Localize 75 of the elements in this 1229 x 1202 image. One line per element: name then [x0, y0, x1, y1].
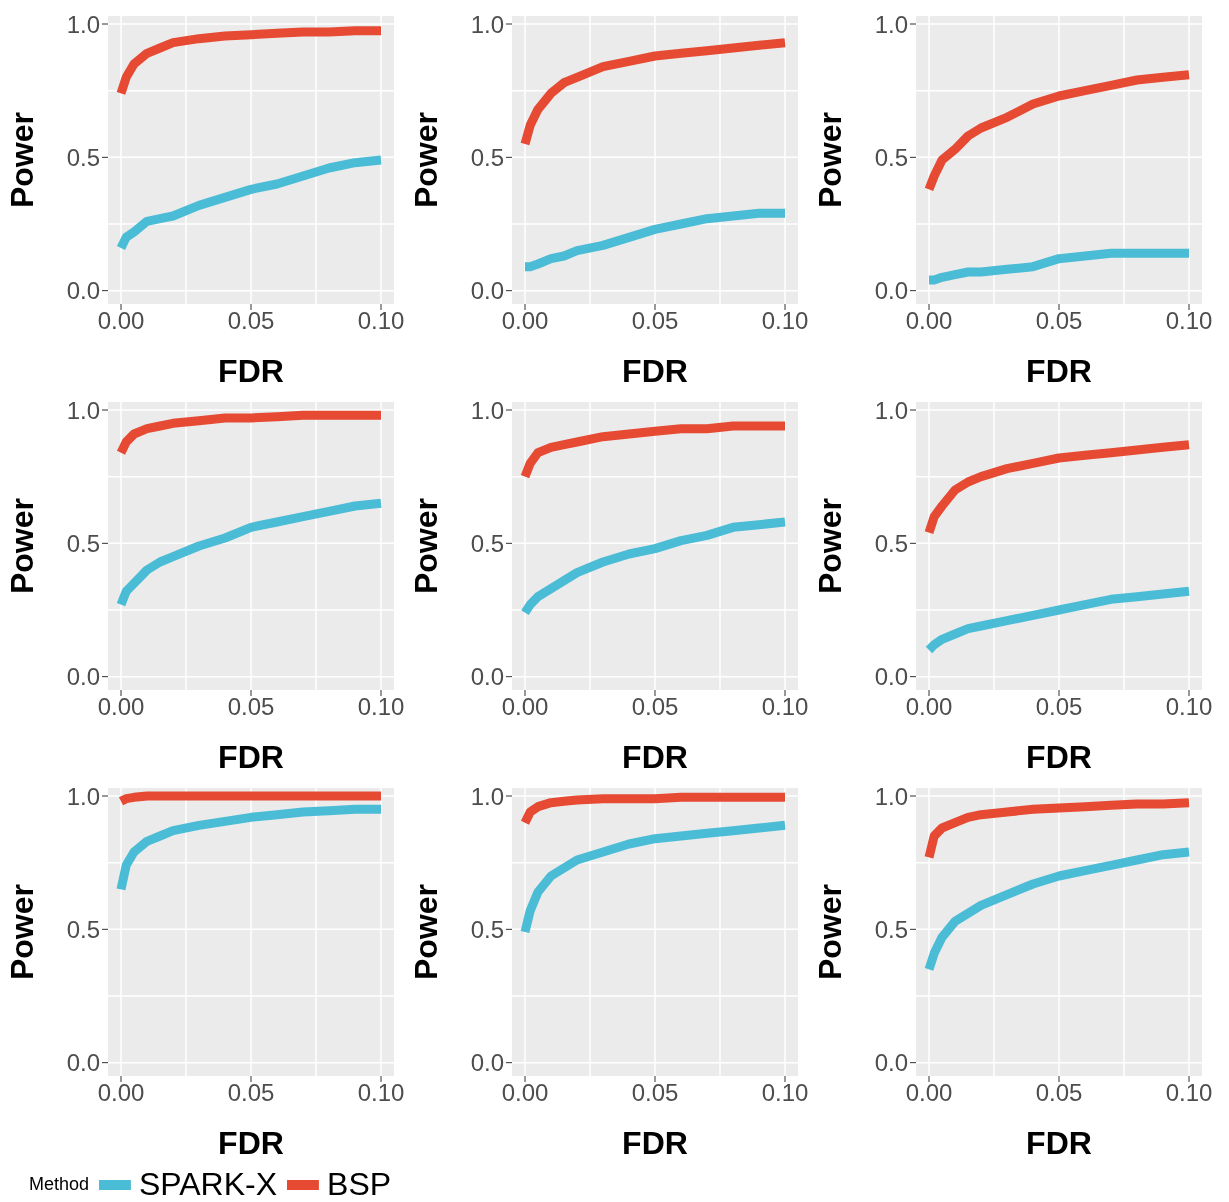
y-tick-label: 0.0	[470, 663, 504, 691]
x-tick-label: 0.05	[227, 1079, 275, 1107]
x-tick-label: 0.05	[1035, 307, 1083, 335]
y-axis-title: Power	[408, 883, 445, 981]
y-tick-label: 1.0	[66, 10, 100, 38]
x-tick-label: 0.10	[357, 693, 405, 721]
legend-label: SPARK-X	[138, 1166, 278, 1202]
y-tick-label: 0.5	[874, 529, 908, 557]
y-tick-label: 1.0	[470, 396, 504, 424]
x-tick-label: 0.00	[97, 693, 145, 721]
y-tick-label: 1.0	[874, 396, 908, 424]
x-tick-label: 0.00	[501, 1079, 549, 1107]
x-axis-title: FDR	[622, 739, 688, 775]
x-tick-label: 0.00	[501, 693, 549, 721]
legend-title: Method	[28, 1174, 89, 1195]
x-tick-label: 0.00	[905, 693, 953, 721]
y-tick-label: 0.0	[66, 1049, 100, 1077]
x-tick-label: 0.00	[905, 1079, 953, 1107]
x-tick-label: 0.05	[1035, 1079, 1083, 1107]
y-tick-label: 1.0	[470, 782, 504, 810]
y-tick-label: 0.5	[874, 143, 908, 171]
x-tick-label: 0.00	[97, 307, 145, 335]
y-tick-label: 1.0	[470, 10, 504, 38]
y-axis-title: Power	[812, 111, 849, 209]
x-tick-label: 0.00	[905, 307, 953, 335]
y-tick-label: 0.0	[66, 663, 100, 691]
x-tick-label: 0.05	[631, 307, 679, 335]
x-axis-title: FDR	[1026, 739, 1092, 775]
y-tick-label: 0.5	[66, 529, 100, 557]
x-axis-title: FDR	[622, 353, 688, 389]
x-tick-label: 0.05	[631, 693, 679, 721]
y-tick-label: 1.0	[874, 10, 908, 38]
x-axis-title: FDR	[622, 1125, 688, 1161]
y-tick-label: 0.5	[470, 529, 504, 557]
y-tick-label: 0.0	[470, 277, 504, 305]
x-tick-label: 0.10	[761, 693, 809, 721]
y-tick-label: 0.5	[66, 143, 100, 171]
x-axis-title: FDR	[1026, 353, 1092, 389]
y-axis-title: Power	[812, 497, 849, 595]
x-tick-label: 0.10	[761, 307, 809, 335]
x-tick-label: 0.05	[1035, 693, 1083, 721]
y-axis-title: Power	[4, 883, 41, 981]
y-axis-title: Power	[4, 497, 41, 595]
y-tick-label: 0.5	[470, 143, 504, 171]
y-tick-label: 1.0	[66, 396, 100, 424]
x-tick-label: 0.00	[501, 307, 549, 335]
y-axis-title: Power	[4, 111, 41, 209]
y-axis-title: Power	[812, 883, 849, 981]
x-axis-title: FDR	[218, 739, 284, 775]
y-tick-label: 0.0	[874, 277, 908, 305]
y-tick-label: 0.0	[874, 1049, 908, 1077]
y-tick-label: 1.0	[66, 782, 100, 810]
y-axis-title: Power	[408, 111, 445, 209]
x-tick-label: 0.05	[227, 693, 275, 721]
x-axis-title: FDR	[1026, 1125, 1092, 1161]
y-tick-label: 0.0	[874, 663, 908, 691]
y-tick-label: 1.0	[874, 782, 908, 810]
x-tick-label: 0.10	[1165, 307, 1213, 335]
y-tick-label: 0.0	[66, 277, 100, 305]
y-tick-label: 0.5	[470, 915, 504, 943]
x-tick-label: 0.10	[1165, 693, 1213, 721]
x-tick-label: 0.00	[97, 1079, 145, 1107]
x-tick-label: 0.10	[357, 307, 405, 335]
y-axis-title: Power	[408, 497, 445, 595]
y-tick-label: 0.5	[874, 915, 908, 943]
x-tick-label: 0.10	[357, 1079, 405, 1107]
x-tick-label: 0.10	[761, 1079, 809, 1107]
x-tick-label: 0.05	[227, 307, 275, 335]
x-tick-label: 0.05	[631, 1079, 679, 1107]
x-tick-label: 0.10	[1165, 1079, 1213, 1107]
y-tick-label: 0.0	[470, 1049, 504, 1077]
y-tick-label: 0.5	[66, 915, 100, 943]
x-axis-title: FDR	[218, 1125, 284, 1161]
x-axis-title: FDR	[218, 353, 284, 389]
legend-label: BSP	[327, 1166, 392, 1202]
